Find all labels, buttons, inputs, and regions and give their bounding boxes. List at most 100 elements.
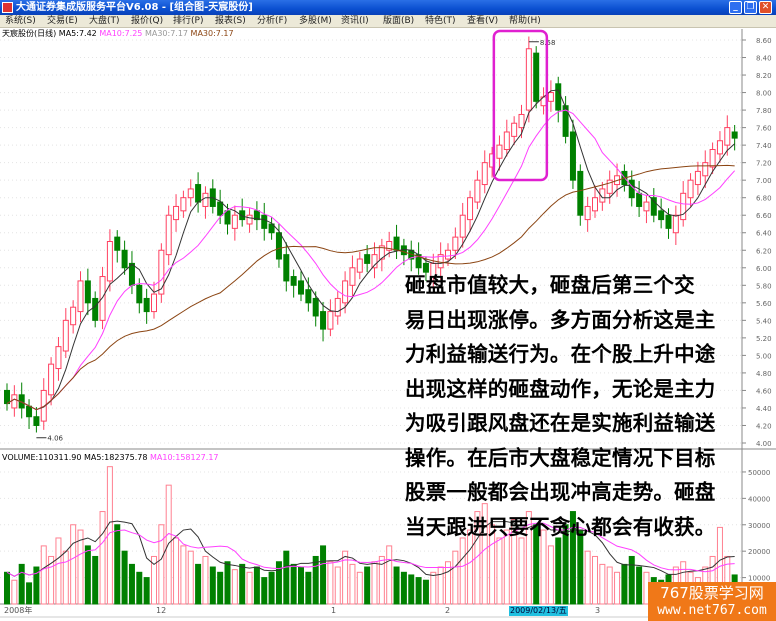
volume-bar: [334, 566, 341, 605]
menu-item[interactable]: 报价(Q): [131, 16, 164, 26]
menu-item[interactable]: 报表(S): [215, 16, 246, 26]
minimize-button[interactable]: _: [729, 1, 742, 14]
volume-bar: [202, 555, 209, 605]
volume-bar: [327, 561, 334, 605]
volume-bar: [246, 571, 253, 605]
candle-down: [128, 262, 135, 286]
stock-name: 天宸股份(日线): [2, 29, 57, 38]
candle-down: [562, 105, 569, 137]
menu-item[interactable]: 排行(P): [173, 16, 204, 26]
candle-up: [496, 144, 503, 159]
candle-up: [716, 140, 723, 155]
candle-down: [628, 179, 635, 199]
title-bar: 大通证券集成版服务平台V6.08 - [组合图-天宸股份] _ ❐ ✕: [0, 0, 776, 15]
menu-item[interactable]: 分析(F): [257, 16, 288, 26]
volume-bar: [180, 545, 187, 605]
menu-item[interactable]: 版面(B): [383, 16, 415, 26]
volume-bar: [400, 571, 407, 605]
candle-up: [709, 149, 716, 168]
ma10-value: MA10:7.25: [99, 29, 143, 38]
menu-item[interactable]: 多股(M): [299, 16, 332, 26]
candle-up: [672, 214, 679, 234]
candle-up: [40, 389, 47, 422]
menu-item[interactable]: 资讯(I): [341, 16, 369, 26]
candle-down: [533, 52, 540, 102]
menu-item[interactable]: 特色(T): [425, 16, 456, 26]
volume-bar: [511, 518, 518, 605]
volume-bar: [187, 550, 194, 605]
price-tick-label: 5.60: [756, 300, 772, 308]
volume-bar: [422, 579, 429, 605]
volume-bar: [606, 566, 613, 605]
volume-bar: [173, 537, 180, 605]
volume-bar: [636, 566, 643, 605]
candle-up: [378, 245, 385, 260]
volume-bar: [349, 563, 356, 605]
price-tick-label: 7.60: [756, 125, 772, 133]
volume-bar: [165, 484, 172, 605]
volume-bar: [121, 550, 128, 605]
volume-bar: [496, 537, 503, 605]
menu-item[interactable]: 查看(V): [467, 16, 499, 26]
volume-bar: [99, 511, 106, 605]
price-tick-label: 4.80: [756, 370, 772, 378]
menu-item[interactable]: 交易(E): [47, 16, 78, 26]
candle-down: [577, 170, 584, 216]
candle-down: [569, 131, 576, 181]
menu-item[interactable]: 大盘(T): [89, 16, 120, 26]
price-tick-label: 6.40: [756, 230, 772, 238]
price-tick-label: 6.60: [756, 212, 772, 220]
highlight-box: [492, 29, 549, 182]
candle-up: [106, 241, 113, 282]
volume-tick-label: 20000: [748, 548, 770, 556]
price-tick-label: 4.40: [756, 405, 772, 413]
volume-bar: [592, 555, 598, 605]
price-tick-label: 7.40: [756, 142, 772, 150]
candle-up: [77, 280, 84, 313]
volume-bar: [77, 529, 84, 605]
volume-bar: [356, 571, 363, 605]
candle-down: [239, 210, 246, 221]
price-tick-label: 5.00: [756, 352, 772, 360]
volume-bar: [151, 555, 157, 605]
volume-bar: [569, 511, 576, 605]
ma30-line: [6, 164, 735, 411]
cursor-date-label: 2009/02/13/五: [509, 606, 568, 616]
app-icon: [2, 2, 13, 13]
close-button[interactable]: ✕: [759, 1, 772, 14]
menu-item[interactable]: 系统(S): [5, 16, 36, 26]
candle-down: [636, 192, 643, 207]
date-label: 2008年: [4, 606, 33, 615]
volume-bar: [547, 545, 554, 605]
candle-up: [694, 170, 701, 186]
volume-bar: [474, 511, 481, 605]
price-tick-label: 8.00: [756, 90, 772, 98]
volume-bar: [298, 566, 304, 605]
volume-bar: [4, 571, 10, 605]
candle-up: [503, 131, 510, 151]
volume-bar: [467, 529, 474, 605]
date-label: 2: [445, 606, 451, 615]
price-tick-label: 8.40: [756, 55, 772, 63]
maximize-button[interactable]: ❐: [744, 1, 757, 14]
ma30-value-2: MA30:7.17: [190, 29, 234, 38]
candle-down: [26, 405, 33, 418]
volume-bar: [452, 550, 459, 605]
volume-bar: [518, 537, 525, 605]
candle-down: [261, 214, 268, 229]
price-tick-label: 6.20: [756, 247, 772, 255]
price-tick-label: 8.20: [756, 72, 772, 80]
price-tick-label: 5.40: [756, 317, 772, 325]
annotation-line: 砸盘市值较大，砸盘后第三个交: [405, 273, 695, 297]
annotation-line: 为吸引跟风盘还在是实施利益输送: [405, 411, 716, 435]
candle-up: [474, 179, 481, 203]
menu-item[interactable]: 帮助(H): [509, 16, 541, 26]
candle-up: [246, 214, 253, 225]
volume-bar: [525, 511, 532, 605]
candle-up: [481, 162, 488, 186]
menu-bar: 系统(S) 交易(E) 大盘(T) 报价(Q) 排行(P) 报表(S) 分析(F) 多股(M)…: [0, 15, 776, 28]
volume-bar: [40, 545, 47, 605]
candle-down: [305, 289, 312, 304]
candle-up: [459, 214, 466, 238]
